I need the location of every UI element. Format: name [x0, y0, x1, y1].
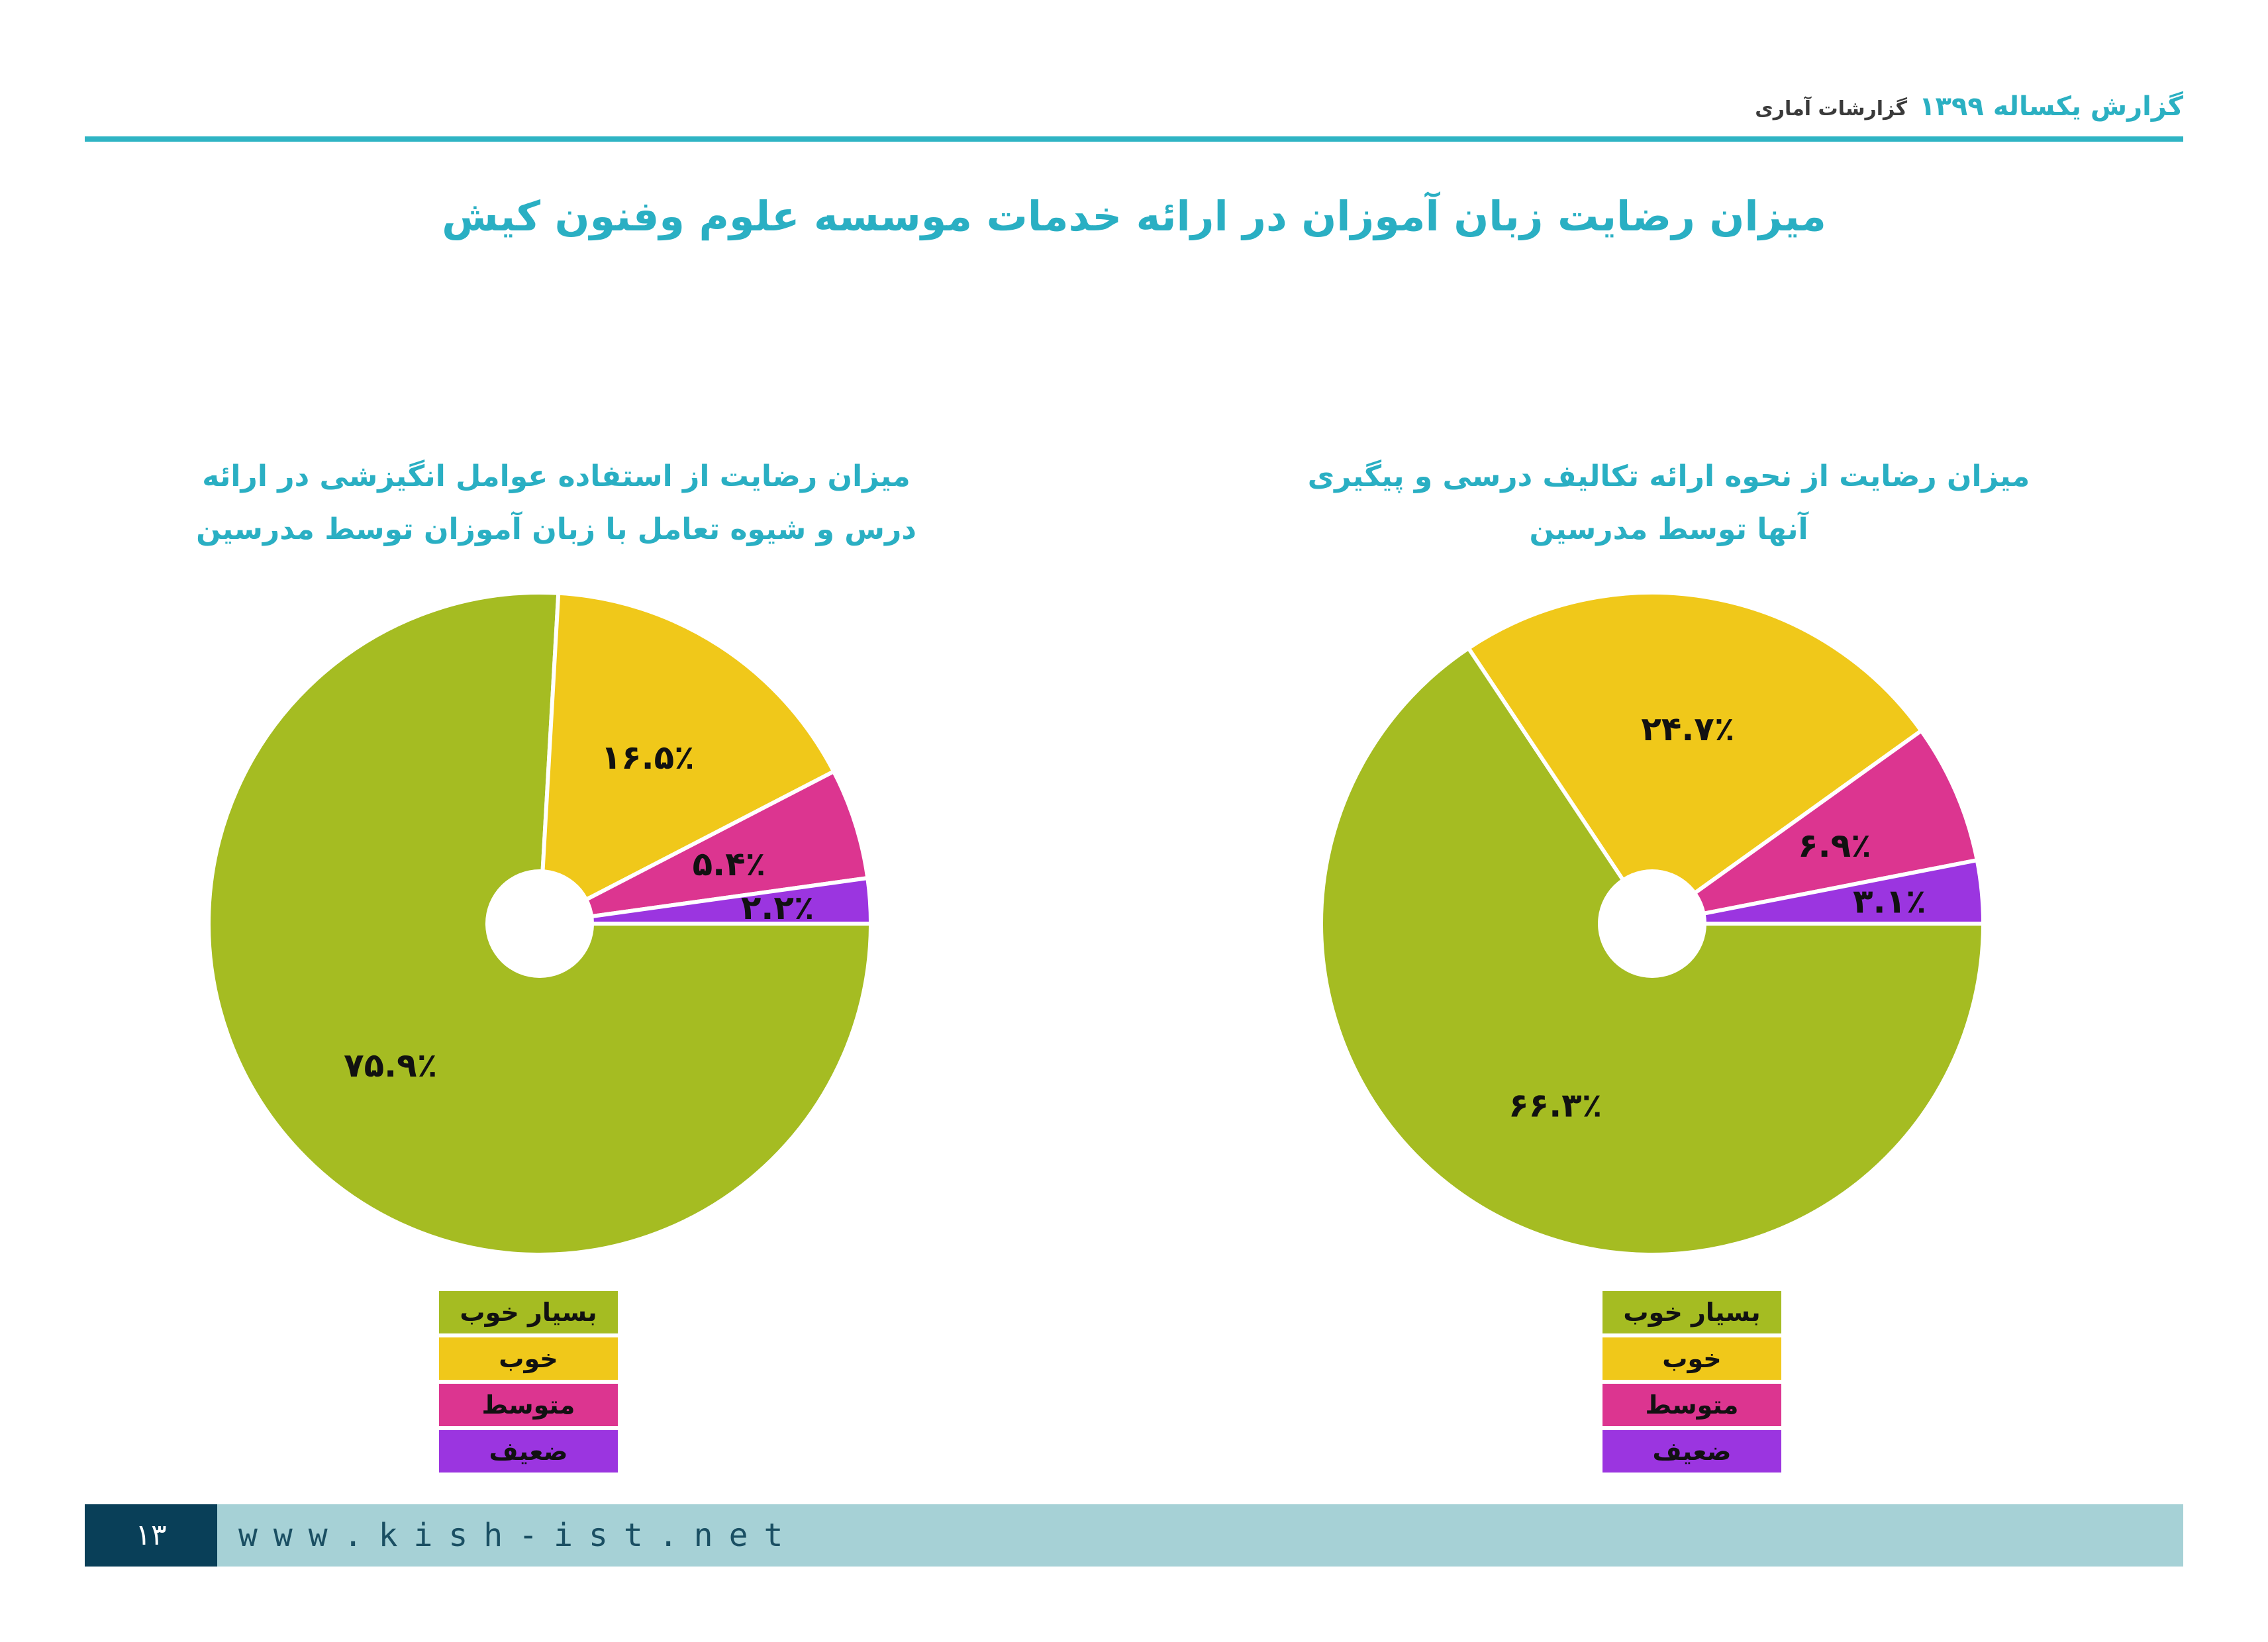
data-label-average: ۶.۹٪	[1798, 826, 1871, 865]
chart-1-title-line-2: درس و شیوه تعامل با زبان آموزان توسط مدر…	[196, 512, 916, 546]
chart-1-legend: بسیار خوب خوب متوسط ضعیف	[439, 1291, 618, 1476]
page-title: میزان رضایت زبان آموزان در ارائه خدمات م…	[442, 192, 1826, 240]
chart-2-legend: بسیار خوب خوب متوسط ضعیف	[1602, 1291, 1781, 1476]
data-label-very-good: ۷۵.۹٪	[344, 1046, 437, 1085]
legend-item-average: متوسط	[439, 1384, 618, 1426]
chart-2-title-line-2: آنها توسط مدرسین	[1529, 512, 1808, 546]
header-title: گزارش یکساله ۱۳۹۹ گزارشات آماری	[1755, 91, 2183, 122]
legend-item-weak: ضعیف	[439, 1430, 618, 1473]
chart-2-title-line-1: میزان رضایت از نحوه ارائه تکالیف درسی و …	[1307, 459, 2030, 493]
legend-item-weak: ضعیف	[1602, 1430, 1781, 1473]
report-subtitle: گزارشات آماری	[1755, 97, 1908, 121]
pie-slice-average	[538, 769, 870, 926]
donut-hole	[1598, 869, 1706, 978]
data-label-weak: ۳.۱٪	[1853, 882, 1926, 920]
data-label-good: ۱۶.۵٪	[601, 738, 695, 777]
data-label-average: ۵.۴٪	[693, 845, 766, 883]
chart-1-title-line-1: میزان رضایت از استفاده عوامل انگیزشی در …	[202, 459, 911, 493]
legend-item-good: خوب	[1602, 1337, 1781, 1380]
header-divider	[85, 136, 2183, 142]
page-header: گزارش یکساله ۱۳۹۹ گزارشات آماری	[85, 0, 2183, 143]
pie-slice-good	[1465, 591, 1924, 927]
donut-hole	[485, 869, 594, 978]
chart-2-title: میزان رضایت از نحوه ارائه تکالیف درسی و …	[1278, 450, 2059, 556]
website-link[interactable]: www.kish-ist.net	[238, 1517, 799, 1554]
data-label-very-good: ۶۶.۳٪	[1508, 1086, 1602, 1124]
page-footer: ۱۳ www.kish-ist.net	[85, 1504, 2183, 1567]
chart-2-pie: ۶۶.۳٪ ۲۴.۷٪ ۶.۹٪ ۳.۱٪	[1319, 591, 1986, 1257]
data-label-good: ۲۴.۷٪	[1641, 710, 1734, 748]
data-label-weak: ۲.۲٪	[741, 889, 814, 927]
chart-1-pie: ۷۵.۹٪ ۱۶.۵٪ ۵.۴٪ ۲.۲٪	[207, 591, 873, 1257]
legend-item-good: خوب	[439, 1337, 618, 1380]
page-number: ۱۳	[85, 1504, 217, 1567]
report-title: گزارش یکساله ۱۳۹۹	[1919, 91, 2183, 122]
legend-item-very-good: بسیار خوب	[439, 1291, 618, 1333]
legend-item-average: متوسط	[1602, 1384, 1781, 1426]
pie-slice-weak	[539, 875, 873, 926]
legend-item-very-good: بسیار خوب	[1602, 1291, 1781, 1333]
chart-1-title: میزان رضایت از استفاده عوامل انگیزشی در …	[166, 450, 947, 556]
pie-slice-good	[537, 591, 837, 928]
pie-slice-weak	[1652, 857, 1986, 926]
